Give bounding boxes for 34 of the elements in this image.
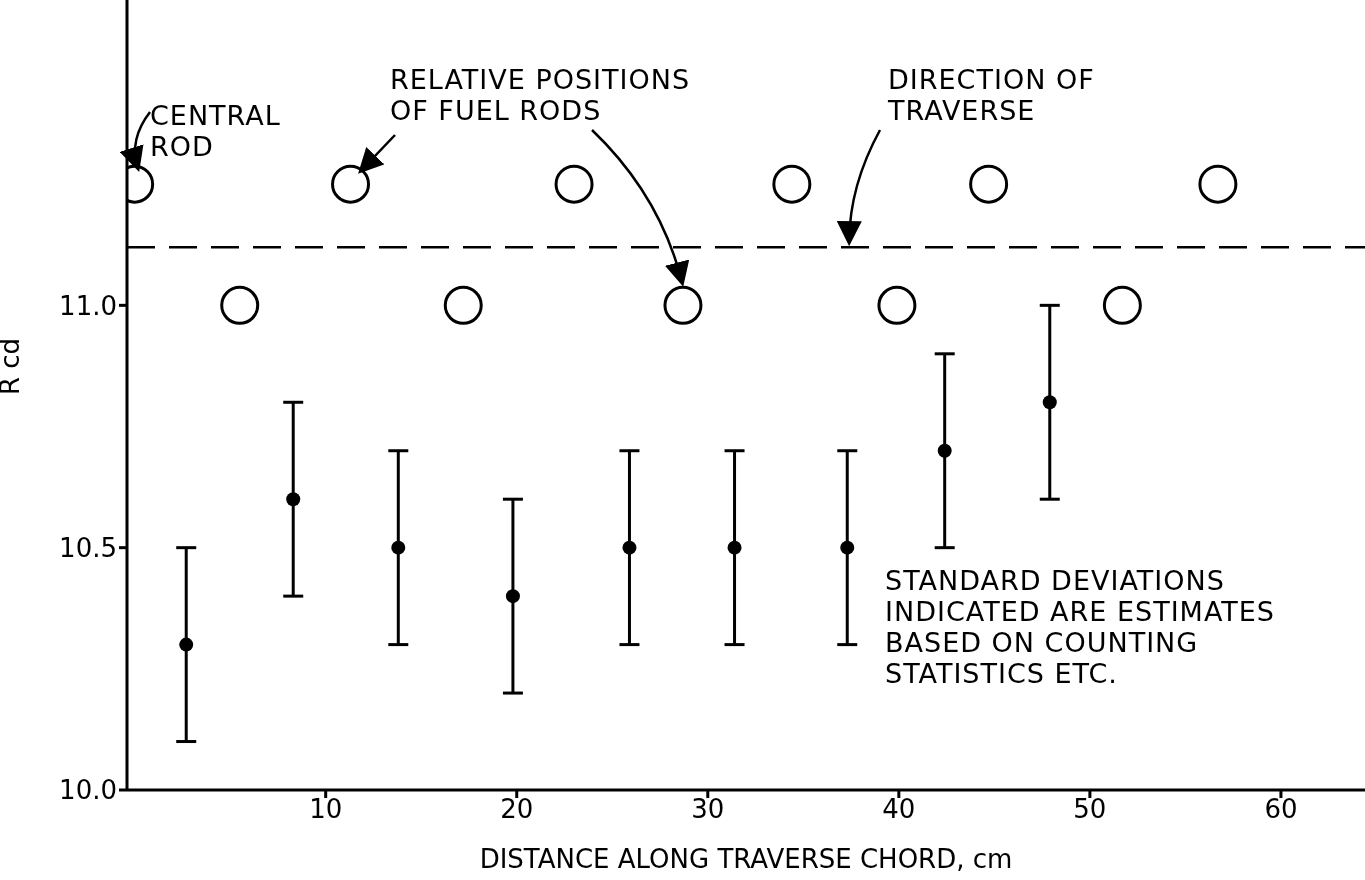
point bbox=[1042, 395, 1057, 410]
annotation: DIRECTION OF TRAVERSE bbox=[888, 64, 1096, 126]
x-tick-label: 40 bbox=[882, 794, 916, 825]
point bbox=[505, 589, 520, 604]
y-tick-label: 10.0 bbox=[59, 775, 117, 806]
point bbox=[286, 492, 301, 507]
y-tick-label: 10.5 bbox=[59, 532, 117, 563]
point bbox=[391, 540, 406, 555]
x-tick-label: 50 bbox=[1073, 794, 1107, 825]
x-axis-title: DISTANCE ALONG TRAVERSE CHORD, cm bbox=[479, 844, 1013, 874]
y-tick-label: 11.0 bbox=[59, 290, 117, 321]
point bbox=[554, 164, 594, 204]
x-tick-label: 60 bbox=[1264, 794, 1298, 825]
x-tick-label: 30 bbox=[691, 794, 725, 825]
point bbox=[877, 285, 917, 325]
point bbox=[1102, 285, 1142, 325]
point bbox=[663, 285, 703, 325]
point bbox=[179, 637, 194, 652]
annotation: RELATIVE POSITIONS OF FUEL RODS bbox=[390, 64, 692, 126]
point bbox=[969, 164, 1009, 204]
point bbox=[443, 285, 483, 325]
annotation: STANDARD DEVIATIONS INDICATED ARE ESTIMATES BASED ON COUNTING STATISTICS ETC. bbox=[885, 565, 1276, 689]
y-axis-title: R cd bbox=[0, 337, 26, 395]
x-tick-label: 20 bbox=[500, 794, 534, 825]
point bbox=[622, 540, 637, 555]
point bbox=[1198, 164, 1238, 204]
point bbox=[772, 164, 812, 204]
annotation: CENTRAL ROD bbox=[150, 100, 282, 162]
x-tick-label: 10 bbox=[309, 794, 343, 825]
point bbox=[840, 540, 855, 555]
point bbox=[937, 443, 952, 458]
point bbox=[331, 164, 371, 204]
point bbox=[220, 285, 260, 325]
point bbox=[727, 540, 742, 555]
